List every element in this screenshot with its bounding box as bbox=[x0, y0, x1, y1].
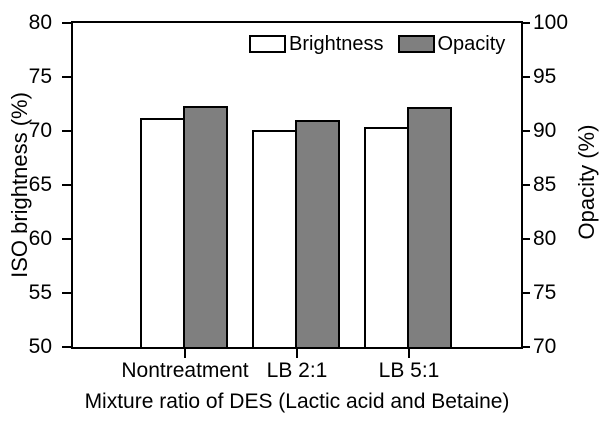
right-axis-tick bbox=[523, 346, 530, 348]
left-axis-tick-label: 50 bbox=[28, 335, 52, 358]
bar-opacity-nontreatment bbox=[183, 106, 228, 347]
bar-opacity-lb-5-1 bbox=[407, 107, 452, 347]
left-axis-tick-label: 70 bbox=[28, 119, 52, 142]
left-axis-tick bbox=[62, 238, 71, 240]
left-axis-tick bbox=[62, 76, 71, 78]
left-axis-tick-label: 60 bbox=[28, 227, 52, 250]
left-axis-tick-label: 75 bbox=[28, 65, 52, 88]
x-axis-tick bbox=[408, 349, 410, 358]
right-axis-tick-label: 100 bbox=[533, 11, 569, 34]
left-axis-tick bbox=[62, 130, 71, 132]
right-axis-tick-label: 95 bbox=[533, 65, 557, 88]
right-axis-tick bbox=[523, 76, 530, 78]
legend-label-opacity: Opacity bbox=[437, 33, 506, 55]
x-axis-category-label: LB 5:1 bbox=[378, 359, 440, 382]
right-axis-tick-label: 90 bbox=[533, 119, 557, 142]
x-axis-tick bbox=[296, 349, 298, 358]
bar-opacity-lb-2-1 bbox=[295, 120, 340, 347]
right-axis-tick bbox=[523, 22, 530, 24]
legend: Brightness Opacity bbox=[249, 34, 505, 54]
left-axis-tick-label: 65 bbox=[28, 173, 52, 196]
bar-brightness-lb-2-1 bbox=[252, 129, 297, 347]
x-axis-tick bbox=[184, 349, 186, 358]
right-axis-tick bbox=[523, 130, 530, 132]
right-axis-tick-label: 70 bbox=[533, 335, 557, 358]
bar-brightness-nontreatment bbox=[140, 118, 185, 347]
x-axis-category-label: Nontreatment bbox=[121, 359, 249, 382]
bar-brightness-lb-5-1 bbox=[364, 126, 409, 347]
legend-item-brightness: Brightness bbox=[249, 34, 384, 54]
legend-swatch-brightness bbox=[249, 35, 286, 53]
left-axis-tick-label: 55 bbox=[28, 281, 52, 304]
left-axis-tick bbox=[62, 292, 71, 294]
x-axis-title: Mixture ratio of DES (Lactic acid and Be… bbox=[84, 390, 510, 413]
right-axis-tick bbox=[523, 184, 530, 186]
plot-area: Mixture ratio of DES (Lactic acid and Be… bbox=[7, 12, 599, 413]
x-axis-category-label: LB 2:1 bbox=[266, 359, 328, 382]
left-axis-tick bbox=[62, 22, 71, 24]
right-axis-tick-label: 85 bbox=[533, 173, 557, 196]
right-axis-tick bbox=[523, 238, 530, 240]
legend-label-brightness: Brightness bbox=[289, 33, 384, 55]
left-axis-tick bbox=[62, 184, 71, 186]
right-axis-tick-label: 80 bbox=[533, 227, 557, 250]
left-axis-tick bbox=[62, 346, 71, 348]
right-axis-tick-label: 75 bbox=[533, 281, 557, 304]
legend-item-opacity: Opacity bbox=[397, 33, 506, 55]
right-axis-tick bbox=[523, 292, 530, 294]
left-axis-tick-label: 80 bbox=[28, 11, 52, 34]
legend-swatch-opacity bbox=[397, 35, 435, 53]
right-axis-title: Opacity (%) bbox=[574, 124, 599, 240]
